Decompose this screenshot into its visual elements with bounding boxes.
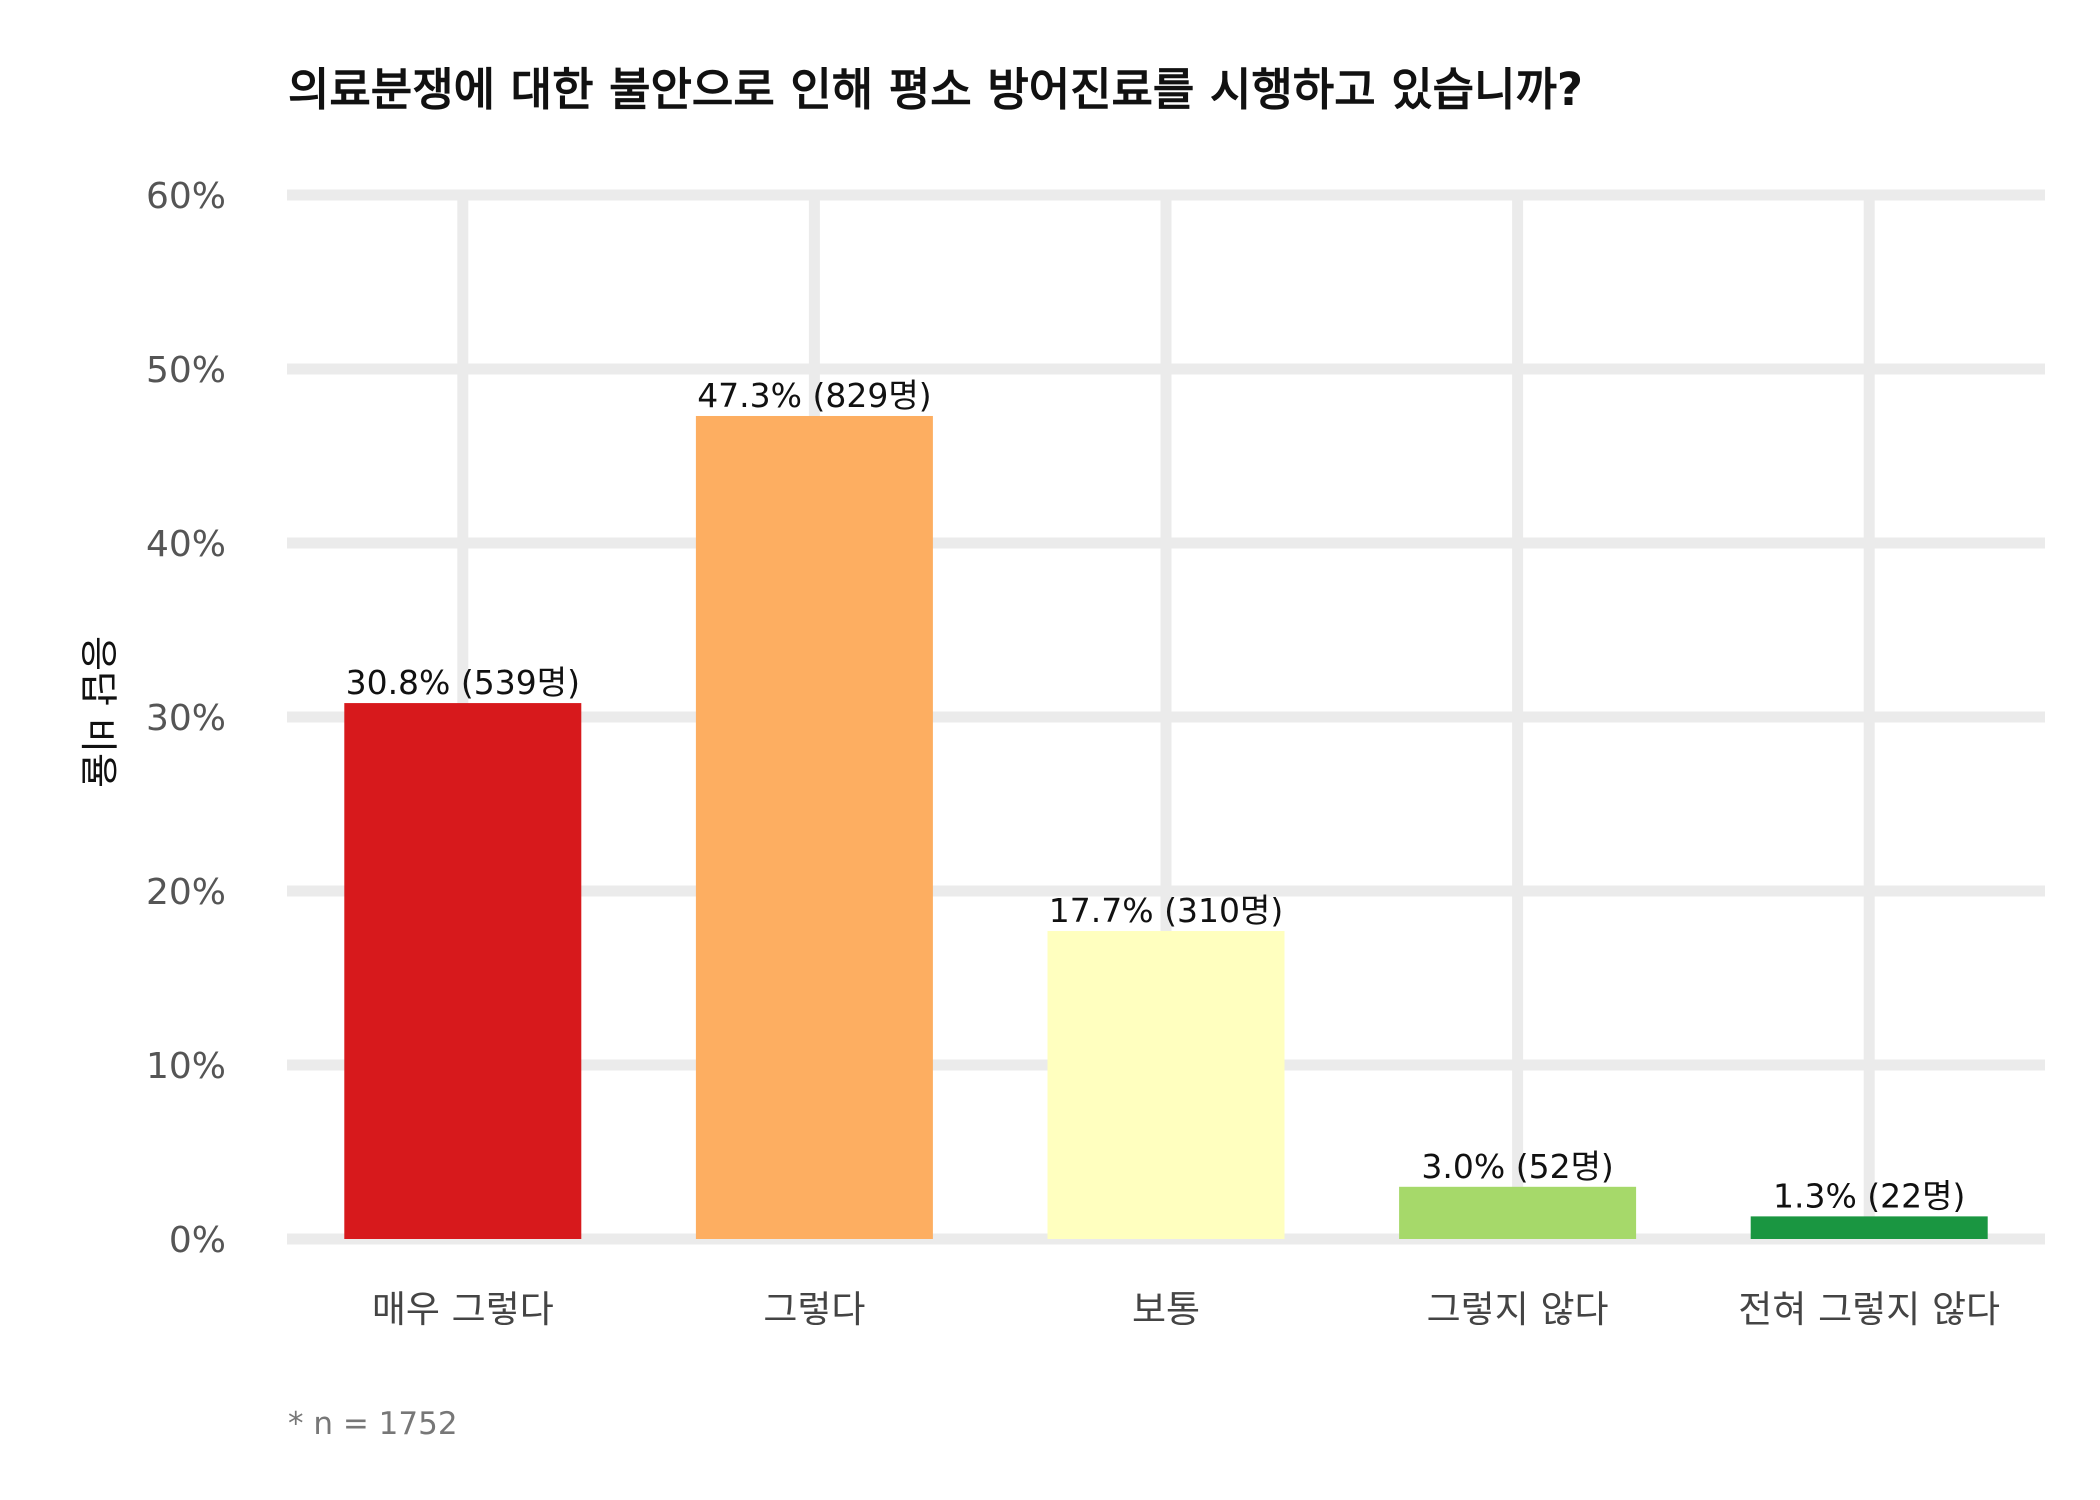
- y-tick-label: 60%: [146, 176, 226, 217]
- data-label: 17.7% (310명): [1049, 891, 1283, 930]
- data-labels: 30.8% (539명) 47.3% (829명) 17.7% (310명) 3.0%…: [346, 376, 1966, 1215]
- y-axis-ticks: 0% 10% 20% 30% 40% 50% 60%: [146, 176, 226, 1261]
- y-tick-label: 0%: [169, 1220, 226, 1261]
- x-tick-label: 그렇지 않다: [1427, 1288, 1609, 1331]
- x-tick-label: 보통: [1132, 1288, 1200, 1331]
- bar: [695, 415, 933, 1240]
- x-tick-label: 매우 그렇다: [372, 1288, 554, 1331]
- bar: [1047, 931, 1285, 1239]
- x-tick-label: 전혀 그렇지 않다: [1738, 1288, 2000, 1331]
- data-label: 30.8% (539명): [346, 663, 580, 702]
- bar: [344, 703, 582, 1239]
- data-label: 47.3% (829명): [697, 376, 931, 415]
- y-tick-label: 20%: [146, 872, 226, 913]
- bar: [1750, 1216, 1988, 1239]
- x-tick-label: 그렇다: [763, 1288, 865, 1331]
- x-axis-ticks: 매우 그렇다 그렇다 보통 그렇지 않다 전혀 그렇지 않다: [372, 1288, 2000, 1331]
- data-label: 1.3% (22명): [1773, 1176, 1965, 1215]
- bar: [1399, 1186, 1637, 1239]
- y-tick-label: 30%: [146, 698, 226, 739]
- y-axis-label: 응답 비율: [76, 636, 120, 788]
- y-tick-label: 50%: [146, 350, 226, 391]
- data-label: 3.0% (52명): [1421, 1147, 1613, 1186]
- y-tick-label: 40%: [146, 524, 226, 565]
- sample-size-note: * n = 1752: [288, 1406, 458, 1442]
- chart-title: 의료분쟁에 대한 불안으로 인해 평소 방어진료를 시행하고 있습니까?: [288, 63, 1583, 116]
- y-tick-label: 10%: [146, 1046, 226, 1087]
- bars: [344, 415, 1988, 1240]
